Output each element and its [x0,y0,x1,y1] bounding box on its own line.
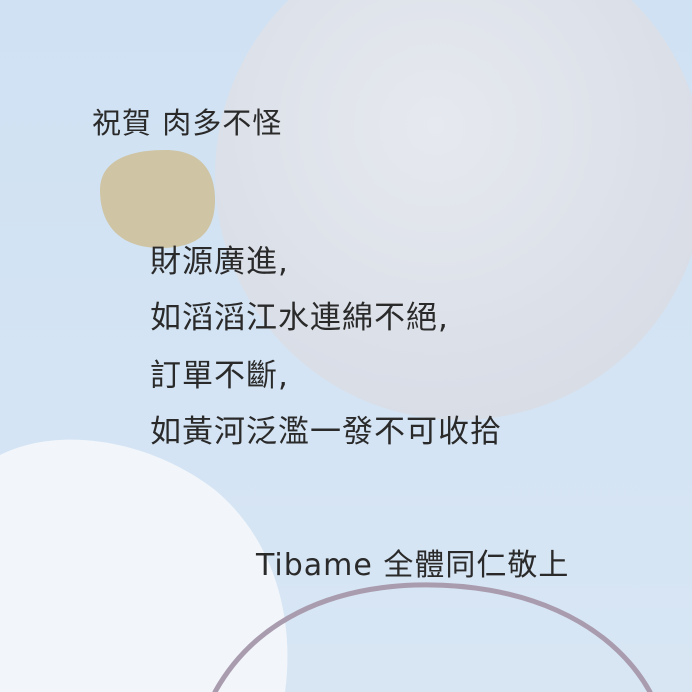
blessing-line-1: 財源廣進, [150,244,289,280]
blessing-line-2: 如滔滔江水連綿不絕, [150,300,449,336]
blessing-line-4: 如黃河泛濫一發不可收拾 [150,414,502,450]
blessing-line-3: 訂單不斷, [150,358,289,394]
white-blob-shape [0,439,288,692]
greeting-title: 祝賀 肉多不怪 [92,106,283,140]
signature: Tibame 全體同仁敬上 [256,548,570,583]
grey-circle-shape [215,0,692,420]
tan-blob-shape [100,150,215,248]
arc-line-shape [212,582,653,692]
